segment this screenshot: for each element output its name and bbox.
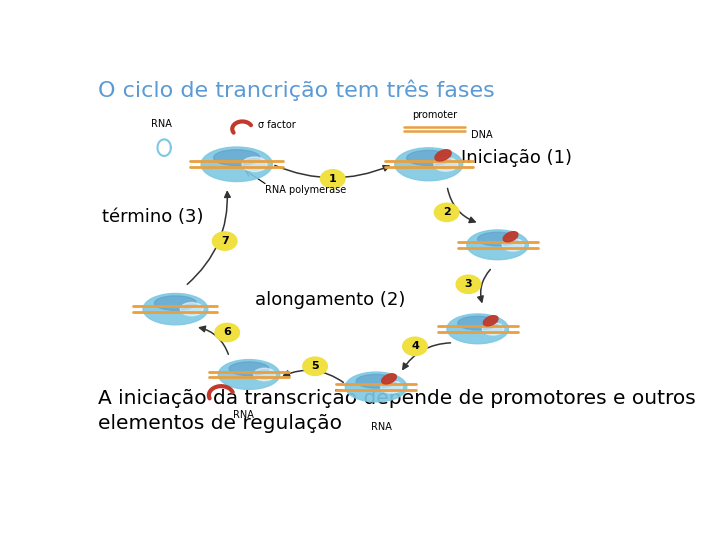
FancyArrowPatch shape <box>284 370 343 382</box>
Text: alongamento (2): alongamento (2) <box>255 291 405 309</box>
FancyArrowPatch shape <box>199 326 228 354</box>
Ellipse shape <box>483 316 498 326</box>
Text: RNA: RNA <box>372 422 392 433</box>
Circle shape <box>320 170 345 188</box>
Ellipse shape <box>435 150 451 161</box>
Text: 2: 2 <box>443 207 451 218</box>
Ellipse shape <box>201 147 272 181</box>
Ellipse shape <box>482 322 504 335</box>
Text: 6: 6 <box>223 327 231 338</box>
Ellipse shape <box>214 150 260 166</box>
Ellipse shape <box>143 293 208 325</box>
Text: O ciclo de trancrição tem três fases: O ciclo de trancrição tem três fases <box>98 79 495 101</box>
Circle shape <box>212 232 237 250</box>
Ellipse shape <box>477 232 518 246</box>
Ellipse shape <box>180 302 203 316</box>
Text: 7: 7 <box>221 236 228 246</box>
Text: Iniciação (1): Iniciação (1) <box>461 150 572 167</box>
Ellipse shape <box>229 362 269 376</box>
Ellipse shape <box>218 360 280 389</box>
Text: RNA: RNA <box>233 410 254 420</box>
Ellipse shape <box>382 374 396 384</box>
Text: A iniciação da transcrição depende de promotores e outros
elementos de regulação: A iniciação da transcrição depende de pr… <box>98 389 696 433</box>
Circle shape <box>215 323 240 342</box>
Text: promoter: promoter <box>412 110 457 120</box>
Text: término (3): término (3) <box>102 207 204 226</box>
Text: 5: 5 <box>311 361 319 372</box>
FancyArrowPatch shape <box>187 192 230 284</box>
Text: RNA: RNA <box>151 119 172 129</box>
Ellipse shape <box>467 230 528 260</box>
Ellipse shape <box>242 157 267 172</box>
Ellipse shape <box>356 374 396 388</box>
Circle shape <box>303 357 328 375</box>
Ellipse shape <box>434 157 458 171</box>
Text: RNA polymerase: RNA polymerase <box>265 185 346 195</box>
FancyArrowPatch shape <box>478 269 490 302</box>
FancyArrowPatch shape <box>403 343 451 369</box>
Circle shape <box>456 275 481 293</box>
Ellipse shape <box>253 368 275 381</box>
Ellipse shape <box>346 372 407 402</box>
Circle shape <box>434 203 459 221</box>
Circle shape <box>402 337 427 355</box>
Ellipse shape <box>407 150 451 166</box>
Ellipse shape <box>458 316 498 330</box>
Ellipse shape <box>154 296 197 310</box>
Text: 3: 3 <box>464 279 472 289</box>
Text: σ factor: σ factor <box>258 120 296 130</box>
Ellipse shape <box>381 381 402 393</box>
Ellipse shape <box>395 148 463 181</box>
Ellipse shape <box>502 239 523 251</box>
Text: 4: 4 <box>411 341 419 352</box>
FancyArrowPatch shape <box>275 165 389 178</box>
FancyArrowPatch shape <box>448 188 475 222</box>
Text: 1: 1 <box>329 174 337 184</box>
Ellipse shape <box>447 314 508 344</box>
Text: DNA: DNA <box>471 130 492 140</box>
Ellipse shape <box>503 232 518 242</box>
